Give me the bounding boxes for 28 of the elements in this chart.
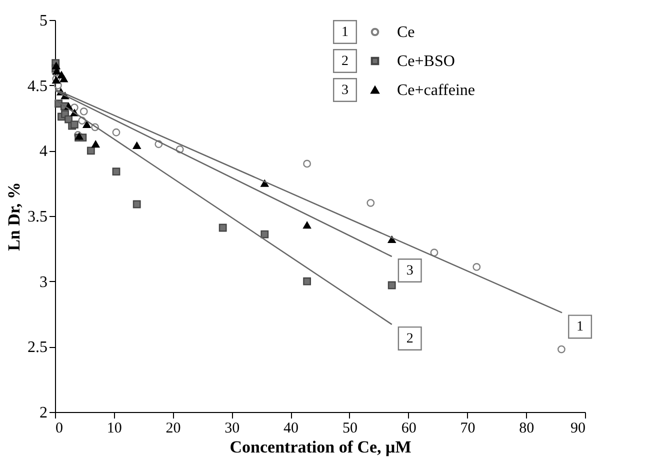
text: 3 <box>342 83 348 98</box>
x-tick-label: 70 <box>460 420 476 436</box>
y-tick-label: 2.5 <box>28 339 48 356</box>
y-tick-label: 4.5 <box>28 78 48 95</box>
x-tick-label: 0 <box>56 420 63 436</box>
y-tick-label: 4 <box>40 143 48 160</box>
series-label: 3 <box>406 264 414 279</box>
text: 2 <box>342 54 348 69</box>
legend-label: Ce+caffeine <box>397 82 476 99</box>
legend-label: Ce+BSO <box>397 53 455 70</box>
x-tick-label: 80 <box>519 420 534 436</box>
y-tick-label: 3.5 <box>28 208 48 226</box>
y-tick-label: 5 <box>40 12 48 30</box>
x-axis-title: Concentration of Ce, μM <box>230 438 412 456</box>
x-tick-label: 30 <box>224 420 240 436</box>
x-tick-label: 20 <box>166 420 181 436</box>
x-tick-label: 10 <box>106 420 122 436</box>
series-label: 1 <box>576 320 584 335</box>
x-tick-label: 90 <box>570 420 586 436</box>
x-tick-label: 60 <box>401 420 416 436</box>
x-tick-label: 50 <box>342 420 358 436</box>
series-label: 2 <box>406 331 414 346</box>
x-tick-label: 40 <box>284 420 299 436</box>
legend-label: Ce <box>397 24 415 41</box>
text: 1 <box>342 25 348 40</box>
y-tick-label: 2 <box>40 404 48 422</box>
y-tick-label: 3 <box>40 274 48 291</box>
y-axis-title: Ln Dr, % <box>4 182 24 251</box>
